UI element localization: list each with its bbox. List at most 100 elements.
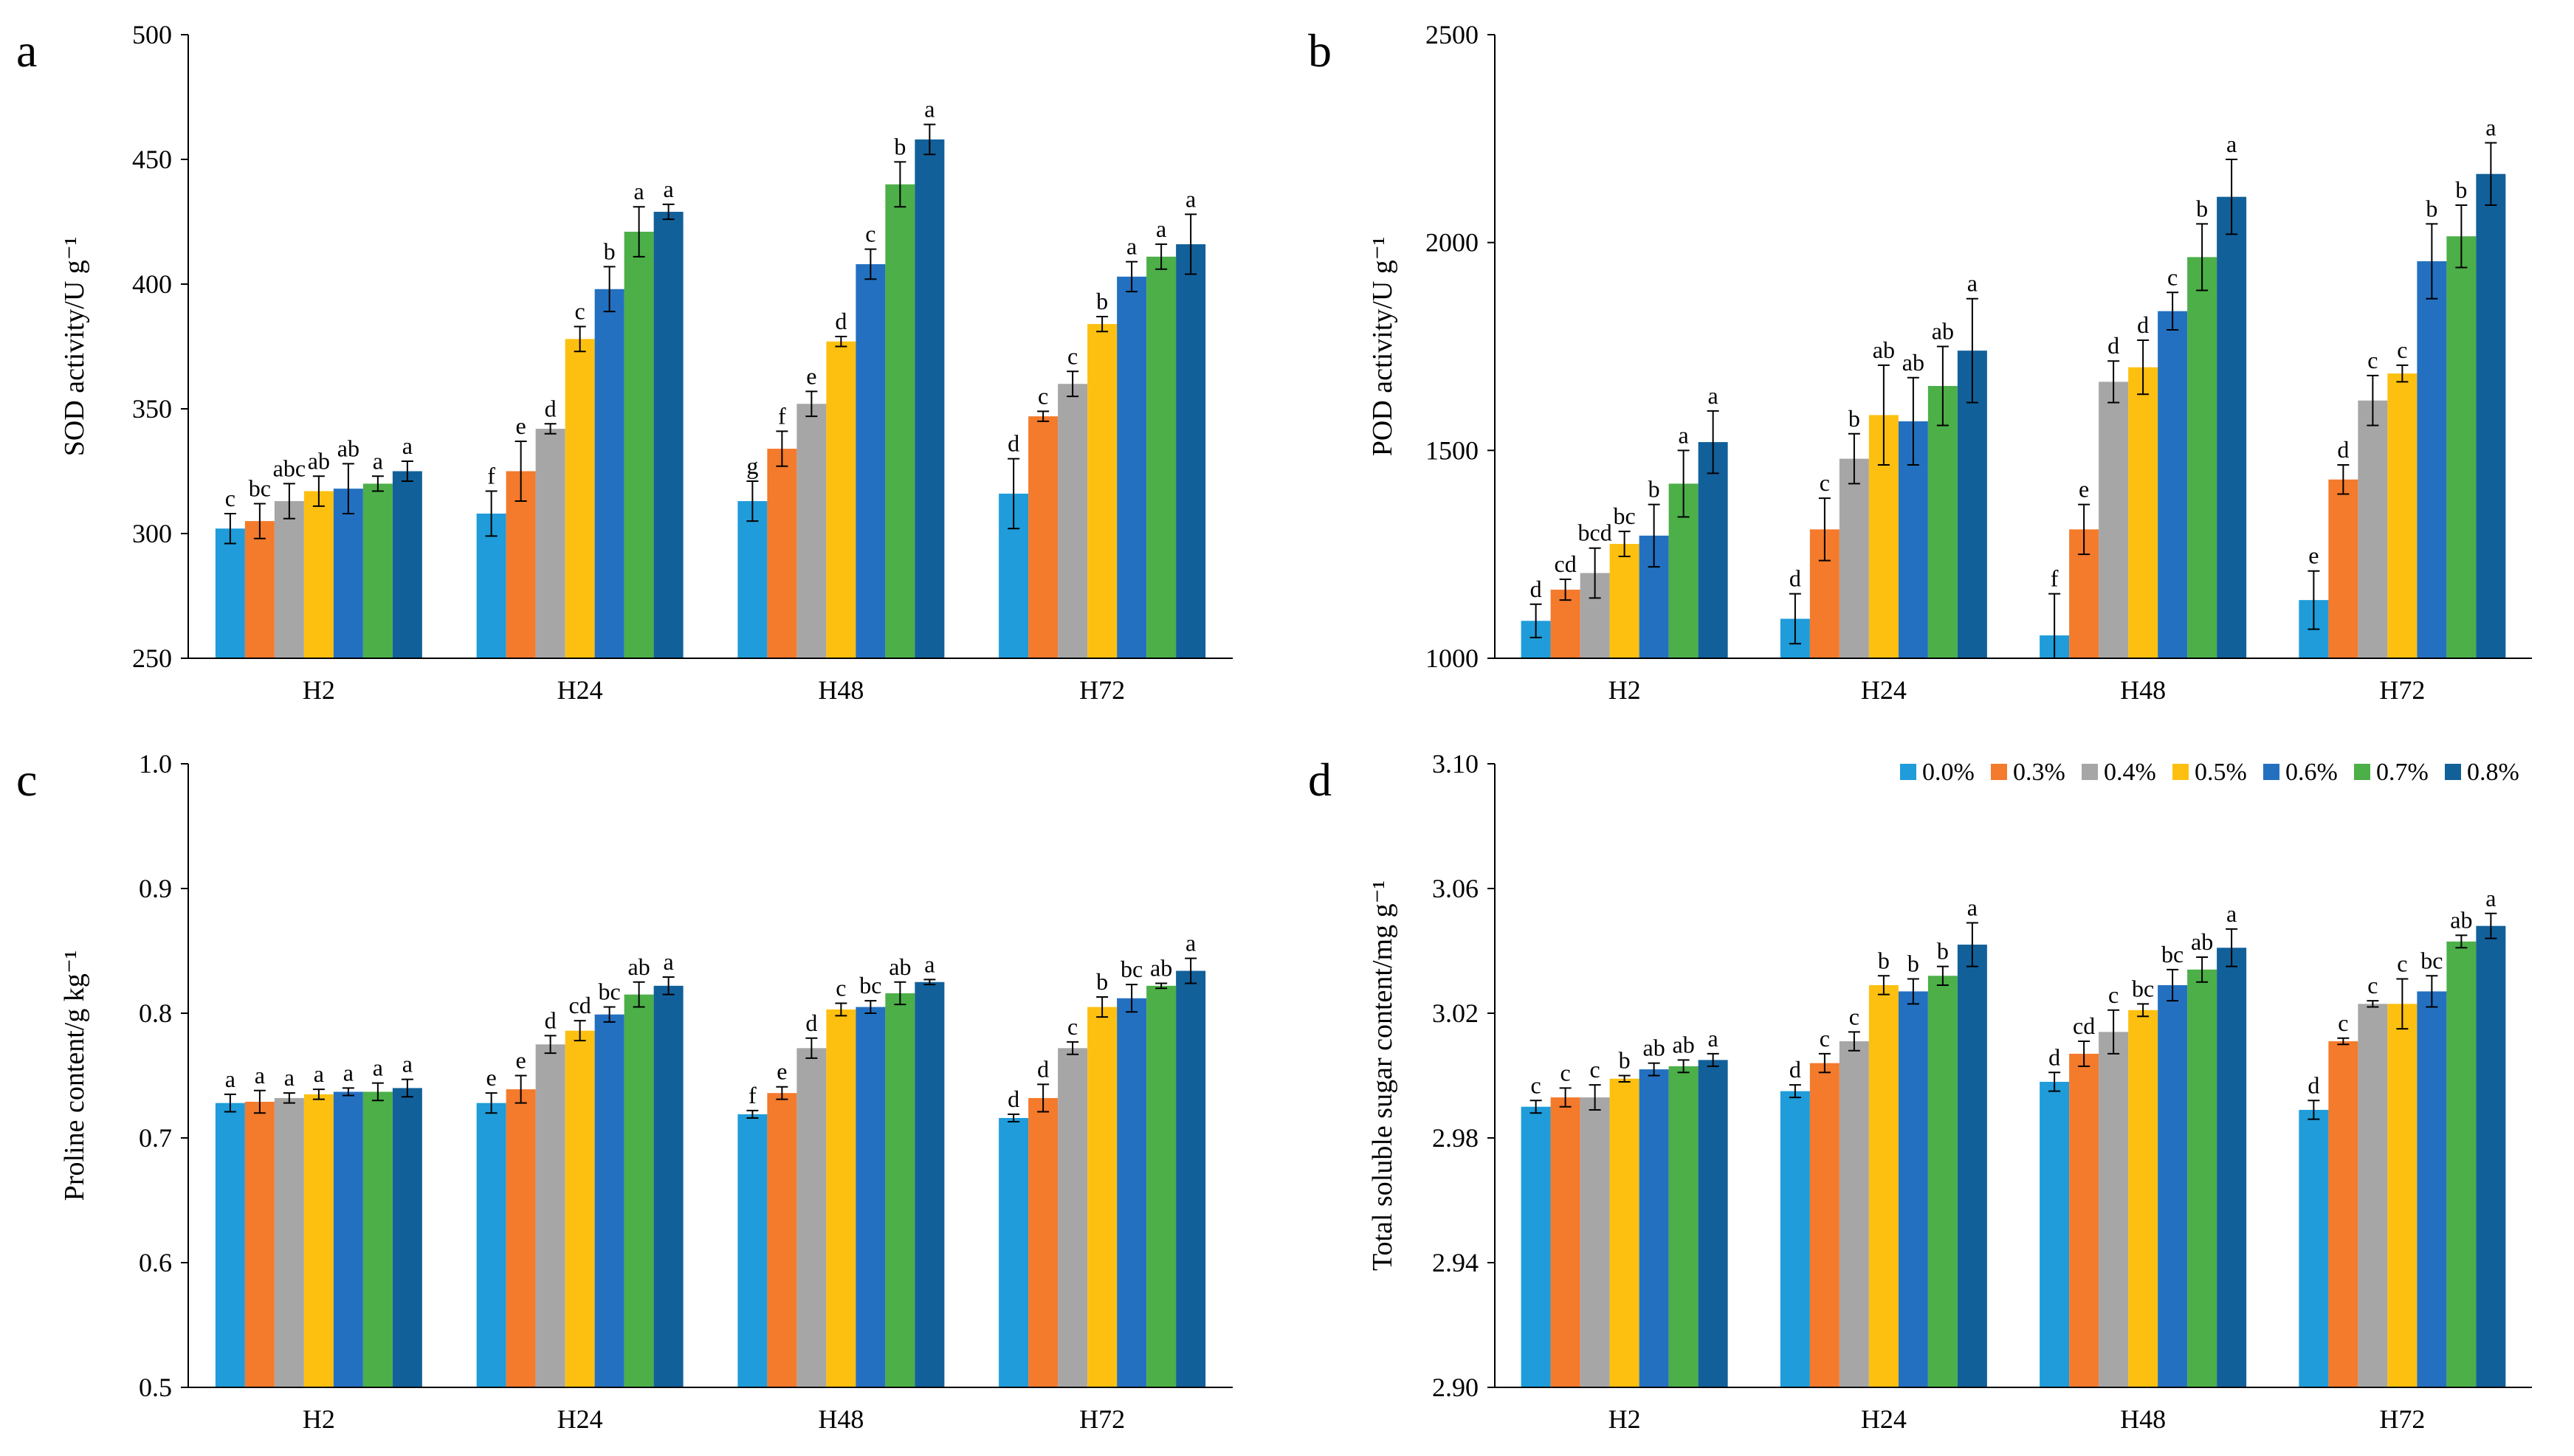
bar-H72-0.8% [1176, 970, 1206, 1387]
bar-H2-0.8% [1698, 1060, 1728, 1387]
bar-H48-0.5% [826, 1009, 856, 1387]
legend-swatch [2263, 764, 2279, 780]
bar-H2-0.4% [274, 501, 304, 658]
bar-H24-0.0% [476, 513, 506, 658]
significance-letter: bc [859, 972, 881, 998]
legend-swatch [2354, 764, 2370, 780]
bar-H2-0.4% [1580, 1097, 1610, 1387]
y-tick-label: 1500 [1425, 435, 1479, 465]
bar-H72-0.0% [999, 1117, 1029, 1387]
significance-letter: d [2107, 332, 2119, 359]
bar-H24-0.5% [1868, 984, 1899, 1387]
x-tick-label: H72 [1079, 675, 1125, 705]
significance-letter: bc [1121, 956, 1143, 982]
significance-letter: d [1008, 1086, 1019, 1112]
chart-panel-c: c 0.5 0.6 0.7 0.8 0.9 1.0 Proline content/g kg⁻… [16, 749, 1233, 1434]
significance-letter: ab [1643, 1035, 1665, 1061]
significance-letter: d [1530, 576, 1542, 602]
bar-H2-0.6% [333, 1091, 363, 1387]
significance-letter: c [2367, 972, 2378, 998]
significance-letter: b [1096, 968, 1108, 995]
bar-H48-0.3% [2069, 1053, 2099, 1387]
bar-H2-0.8% [392, 1088, 422, 1387]
significance-letter: b [1907, 950, 1919, 977]
bar-H48-0.6% [2158, 311, 2188, 658]
bar-H48-0.8% [2217, 948, 2247, 1387]
y-tick-label: 0.7 [139, 1123, 172, 1153]
significance-letter: ab [1902, 349, 1924, 376]
bar-H24-0.0% [1780, 1091, 1810, 1387]
y-axis-label: POD activity/U g⁻¹ [1367, 237, 1398, 456]
bar-H48-0.7% [885, 993, 915, 1387]
significance-letter: bc [2161, 941, 2184, 967]
y-tick-label: 450 [132, 145, 172, 174]
bar-H72-0.8% [1176, 244, 1206, 658]
x-tick-label: H48 [818, 1404, 864, 1434]
bar-H72-0.5% [1087, 1007, 1118, 1387]
x-tick-label: H48 [2120, 675, 2166, 705]
significance-letter: a [924, 950, 935, 977]
significance-letter: d [1789, 565, 1801, 592]
bar-H2-0.3% [244, 1101, 275, 1387]
significance-letter: cd [569, 992, 591, 1018]
significance-letter: b [894, 133, 906, 159]
bar-H24-0.3% [506, 1089, 536, 1387]
significance-letter: c [1038, 382, 1048, 409]
legend-label: 0.7% [2376, 759, 2429, 786]
significance-letter: a [1708, 1025, 1718, 1052]
significance-letter: a [664, 176, 674, 202]
significance-letter: d [1008, 430, 1019, 457]
bar-H48-0.0% [2040, 1081, 2070, 1387]
panel-letter: a [16, 24, 37, 77]
bar-H48-0.8% [2217, 196, 2247, 658]
significance-letter: b [1878, 947, 1890, 973]
significance-letter: a [1126, 233, 1137, 260]
y-tick-label: 1.0 [139, 749, 172, 779]
legend-label: 0.3% [2013, 759, 2065, 786]
bar-H24-0.6% [594, 1014, 624, 1387]
significance-letter: d [835, 308, 847, 334]
y-axis-label: Total soluble sugar content/mg g⁻¹ [1367, 880, 1398, 1271]
significance-letter: ab [1873, 337, 1895, 363]
bar-H2-0.8% [392, 471, 422, 658]
significance-letter: c [2397, 337, 2407, 363]
bar-H24-0.7% [624, 232, 654, 658]
significance-letter: a [402, 432, 413, 459]
bar-H2-0.0% [1521, 1106, 1551, 1387]
bar-H2-0.3% [244, 521, 275, 658]
y-tick-label: 0.9 [139, 874, 172, 903]
bar-H2-0.5% [303, 491, 334, 658]
y-tick-label: 350 [132, 394, 172, 424]
significance-letter: a [2226, 131, 2237, 157]
significance-letter: c [1560, 1059, 1571, 1086]
significance-letter: a [1186, 185, 1196, 212]
bar-H2-0.8% [1698, 442, 1728, 658]
significance-letter: bc [2132, 975, 2154, 1001]
significance-letter: e [516, 413, 526, 439]
significance-letter: b [1848, 405, 1860, 432]
bar-H48-0.4% [796, 404, 827, 658]
y-tick-label: 3.10 [1432, 749, 1479, 779]
x-tick-label: H72 [2379, 675, 2425, 705]
significance-letter: d [2308, 1072, 2319, 1098]
bar-H24-0.6% [1898, 991, 1928, 1387]
significance-letter: c [2397, 950, 2407, 977]
significance-letter: c [1820, 1025, 1830, 1052]
significance-letter: d [2048, 1043, 2060, 1070]
significance-letter: a [1679, 421, 1689, 448]
legend-label: 0.4% [2104, 759, 2156, 786]
significance-letter: b [1619, 1047, 1631, 1074]
significance-letter: bc [599, 979, 621, 1005]
bar-H72-0.7% [2446, 941, 2477, 1387]
bar-H48-0.0% [737, 501, 768, 658]
significance-letter: c [865, 221, 875, 247]
bar-H72-0.6% [2417, 261, 2447, 658]
significance-letter: c [1820, 469, 1830, 496]
bar-H24-0.6% [594, 289, 624, 658]
significance-letter: c [575, 297, 585, 324]
bar-H24-0.7% [1927, 386, 1958, 658]
bar-H72-0.3% [2328, 1041, 2358, 1387]
bar-H24-0.8% [1957, 945, 1987, 1387]
